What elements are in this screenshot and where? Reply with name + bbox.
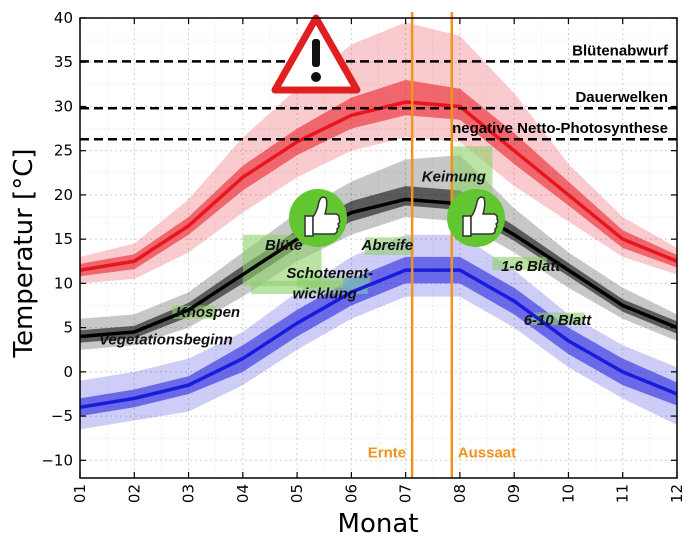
stage-box [343, 278, 368, 294]
stage-label: Schotenent- [286, 265, 373, 282]
stage-box [172, 305, 216, 319]
plot-frame [79, 17, 678, 479]
tmin-outer-band [80, 234, 677, 430]
x-tick-label: 09 [505, 484, 523, 503]
y-tick-label: 15 [54, 230, 73, 248]
stage-label: Abreife [361, 237, 414, 254]
y-tick-label: 30 [54, 97, 73, 115]
stage-label: Knospen [176, 304, 240, 321]
y-tick-label: 25 [54, 142, 73, 160]
y-axis-ticks: −10 −5 0 5 10 15 20 25 30 35 40 [41, 9, 677, 469]
y-tick-label: −10 [41, 451, 73, 469]
x-tick-label: 05 [288, 484, 306, 503]
x-axis-title: Monat [338, 509, 419, 539]
stage-box [492, 256, 547, 271]
tmax-outer-band [80, 22, 677, 284]
y-tick-label: 20 [54, 186, 73, 204]
y-tick-label: 5 [63, 319, 73, 337]
x-tick-label: 02 [125, 484, 143, 503]
threshold-label: Dauerwelken [575, 89, 668, 106]
harvest-sowing-lines [410, 12, 454, 478]
threshold-label: Blütenabwurf [572, 42, 669, 59]
x-axis-ticks: 01 02 03 04 05 06 07 08 09 10 11 12 [71, 18, 686, 503]
tmin-line [80, 268, 677, 409]
tmin-inner-band [80, 256, 677, 417]
threshold-label: negative Netto-Photosynthese [452, 120, 668, 137]
y-tick-label: 35 [54, 53, 73, 71]
stage-box [364, 237, 412, 256]
y-tick-label: 0 [63, 363, 73, 381]
stage-label: 6-10 Blatt [524, 312, 593, 329]
stage-label: wicklung [293, 285, 357, 302]
vertical-line-label: Aussaat [458, 445, 516, 462]
stage-label: Vegetationsbeginn [99, 331, 233, 348]
x-tick-label: 11 [614, 484, 632, 503]
stage-labels: Vegetationsbeginn Knospen Blüte Schotenent-… [99, 169, 592, 349]
x-tick-label: 10 [559, 484, 577, 503]
x-tick-label: 06 [342, 484, 360, 503]
x-tick-label: 01 [71, 484, 89, 503]
tmean-line [80, 197, 677, 339]
y-axis-title: Temperatur [°C] [9, 149, 39, 359]
stage-label: Keimung [422, 169, 486, 186]
stage-box [297, 276, 371, 288]
stage-label: Blüte [265, 237, 303, 254]
x-tick-label: 04 [234, 484, 252, 503]
thumbs-up-icon [289, 189, 347, 247]
x-tick-label: 03 [180, 484, 198, 503]
thumbs-up-icon [447, 189, 505, 247]
vertical-line-labels: Ernte Aussaat [368, 445, 516, 462]
y-tick-label: 10 [54, 274, 73, 292]
tmean-outer-band [80, 155, 677, 350]
vertical-line-label: Ernte [368, 445, 406, 462]
threshold-labels: Blütenabwurf Dauerwelken negative Netto-Ph… [452, 42, 669, 137]
x-tick-label: 12 [668, 484, 686, 503]
threshold-lines [80, 60, 677, 141]
x-tick-label: 07 [397, 484, 415, 503]
x-tick-label: 08 [451, 484, 469, 503]
y-tick-label: −5 [51, 407, 73, 425]
y-tick-label: 40 [54, 9, 73, 27]
warning-triangle-icon [271, 14, 361, 94]
stage-label: 1-6 Blatt [501, 258, 561, 275]
